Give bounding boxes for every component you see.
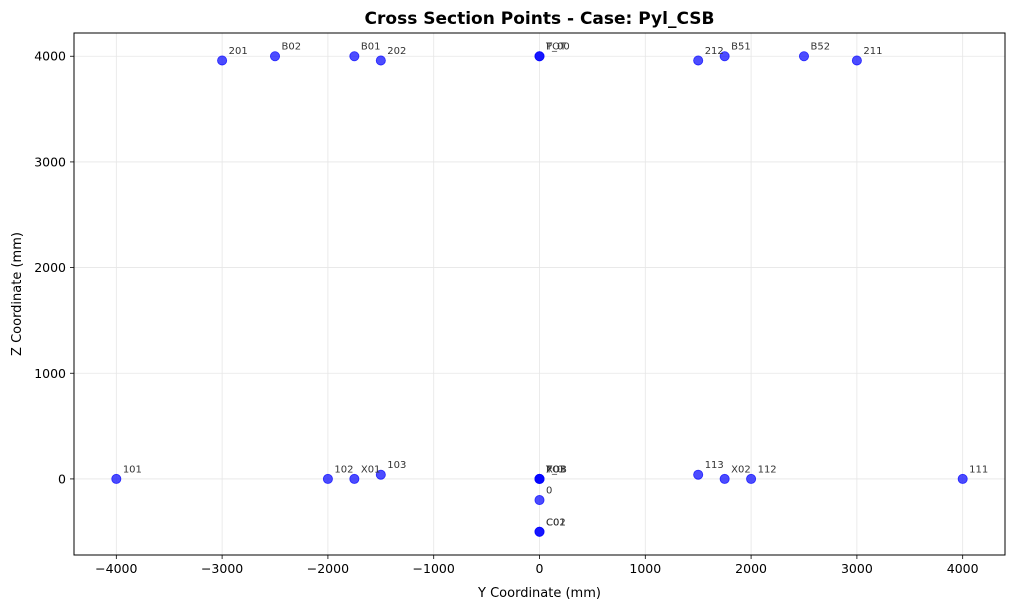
x-axis: −4000 −3000 −2000 −1000 0 1000 2000 3000 4000 bbox=[95, 555, 979, 576]
point-label: X02 bbox=[731, 464, 751, 475]
point-label: TOB bbox=[545, 464, 567, 475]
point-label: C02 bbox=[546, 517, 566, 528]
data-point bbox=[693, 469, 704, 480]
point-label: B01 bbox=[361, 42, 381, 53]
x-tick-label: 1000 bbox=[629, 561, 661, 576]
x-tick-label: 3000 bbox=[841, 561, 873, 576]
data-point bbox=[217, 55, 228, 66]
point-label: C01 bbox=[546, 517, 566, 528]
x-tick-label: 2000 bbox=[735, 561, 767, 576]
y-tick-label: 2000 bbox=[34, 260, 66, 275]
data-point bbox=[534, 495, 545, 506]
point-label: B51 bbox=[731, 42, 751, 53]
chart-title: Cross Section Points - Case: Pyl_CSB bbox=[365, 9, 715, 29]
y-axis-label: Z Coordinate (mm) bbox=[10, 232, 25, 356]
y-tick-label: 4000 bbox=[34, 49, 66, 64]
x-axis-label: Y Coordinate (mm) bbox=[477, 586, 601, 601]
point-label: 103 bbox=[387, 460, 406, 471]
point-label: 201 bbox=[229, 46, 248, 57]
x-tick-label: −3000 bbox=[201, 561, 243, 576]
x-tick-label: −1000 bbox=[413, 561, 455, 576]
point-label: 211 bbox=[863, 46, 882, 57]
point-label: 113 bbox=[705, 460, 724, 471]
data-point bbox=[534, 51, 545, 62]
point-label: P_0 bbox=[546, 464, 563, 475]
point-label: 101 bbox=[123, 464, 142, 475]
point-label: X01 bbox=[361, 464, 381, 475]
x-tick-label: −2000 bbox=[307, 561, 349, 576]
y-tick-label: 0 bbox=[58, 471, 66, 486]
data-point bbox=[957, 473, 968, 484]
data-point bbox=[719, 473, 730, 484]
y-axis: 0 1000 2000 3000 4000 bbox=[34, 49, 74, 486]
data-point bbox=[375, 55, 386, 66]
data-point bbox=[270, 51, 281, 62]
data-point bbox=[798, 51, 809, 62]
point-label: B02 bbox=[282, 42, 302, 53]
data-point bbox=[534, 526, 545, 537]
data-point bbox=[322, 473, 333, 484]
data-point bbox=[534, 473, 545, 484]
point-label: B52 bbox=[810, 42, 830, 53]
data-point bbox=[719, 51, 730, 62]
data-point bbox=[111, 473, 122, 484]
x-tick-label: 0 bbox=[536, 561, 544, 576]
point-label: X03 bbox=[546, 464, 566, 475]
point-label: TOT bbox=[545, 42, 567, 53]
y-tick-label: 1000 bbox=[34, 366, 66, 381]
data-point bbox=[349, 473, 360, 484]
point-label: 111 bbox=[969, 464, 988, 475]
x-tick-label: −4000 bbox=[95, 561, 137, 576]
x-tick-label: 4000 bbox=[947, 561, 979, 576]
data-point bbox=[851, 55, 862, 66]
data-points bbox=[111, 51, 968, 537]
data-point bbox=[693, 55, 704, 66]
data-point bbox=[375, 469, 386, 480]
y-tick-label: 3000 bbox=[34, 154, 66, 169]
data-point bbox=[746, 473, 757, 484]
data-point bbox=[349, 51, 360, 62]
point-label: 0 bbox=[546, 486, 552, 497]
point-label: 202 bbox=[387, 46, 406, 57]
point-label: P_00 bbox=[546, 42, 570, 53]
point-label: 112 bbox=[758, 464, 777, 475]
point-label: 212 bbox=[705, 46, 724, 57]
point-label: 102 bbox=[334, 464, 353, 475]
